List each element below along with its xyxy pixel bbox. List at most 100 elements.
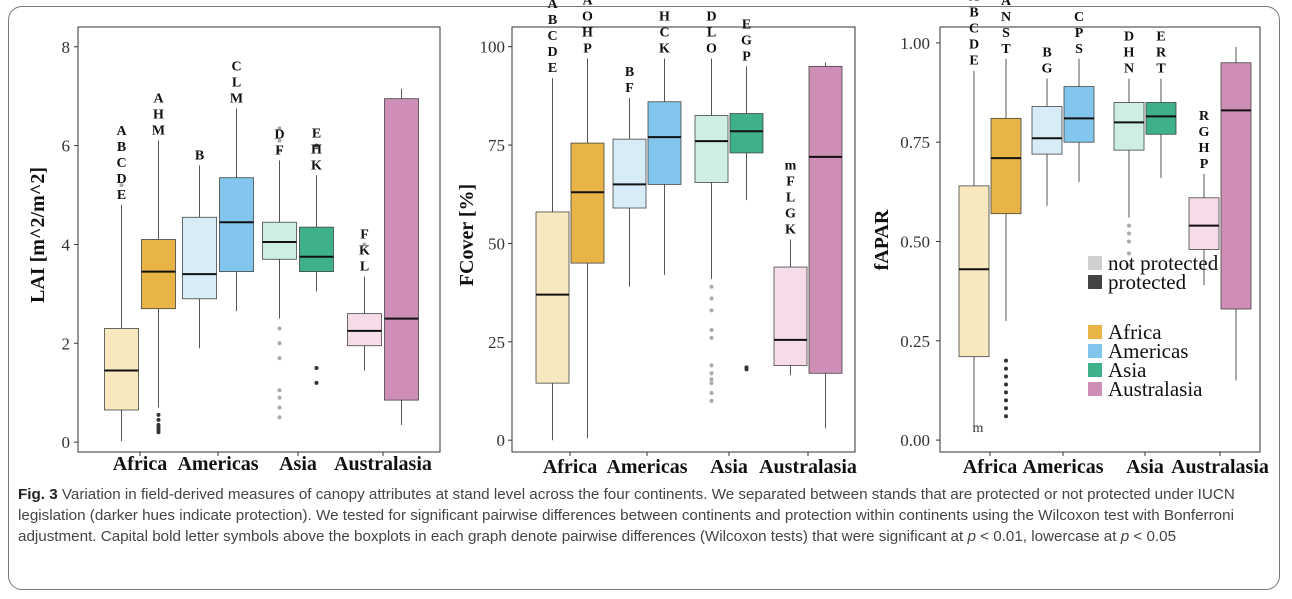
- y-axis-label: fAPAR: [871, 209, 893, 270]
- box-body: [262, 221, 297, 260]
- outlier-point: [314, 380, 319, 385]
- significance-letter: E: [742, 17, 751, 32]
- outlier-point: [709, 390, 714, 395]
- significance-letter: K: [659, 41, 670, 56]
- significance-letter: T: [1156, 62, 1166, 77]
- box-body: [141, 239, 176, 310]
- box-body: [1113, 102, 1145, 151]
- box-body: [612, 138, 647, 209]
- outlier-point: [709, 308, 714, 313]
- box-asia-protected: ERT: [1145, 30, 1177, 178]
- box-americas-protected: CPS: [1063, 10, 1095, 182]
- legend-swatch: [1088, 325, 1102, 339]
- outlier-point: [156, 422, 161, 427]
- significance-letter: H: [582, 25, 593, 40]
- outlier-point: [277, 388, 282, 393]
- x-tick-label: Africa: [543, 456, 597, 478]
- x-tick-label: Australasia: [334, 453, 432, 475]
- x-tick-label: Asia: [279, 453, 317, 475]
- outlier-point: [1127, 263, 1131, 268]
- box-body: [1063, 86, 1095, 143]
- legend-label: Australasia: [1108, 377, 1203, 401]
- y-axis-label: FCover [%]: [456, 184, 478, 286]
- significance-letter: K: [311, 158, 322, 173]
- box-americas-protected: HCK: [647, 9, 682, 275]
- box-americas-not-protected: B: [182, 148, 217, 349]
- significance-letter: G: [785, 207, 796, 222]
- y-tick-label: 2: [62, 334, 71, 353]
- caption-text-1: Variation in field-derived measures of c…: [18, 486, 1235, 545]
- box-body: [958, 185, 990, 358]
- legend-swatch: [1088, 344, 1102, 358]
- significance-letter: C: [547, 29, 557, 44]
- box-body: [384, 98, 419, 401]
- box-body: [1188, 197, 1220, 250]
- significance-letter: S: [1075, 42, 1083, 57]
- significance-letter: H: [311, 142, 322, 157]
- significance-letter: B: [548, 13, 557, 28]
- box-asia-not-protected: DF: [262, 126, 297, 420]
- outlier-point: [277, 126, 282, 131]
- outlier-point: [709, 381, 714, 386]
- y-tick-label: 0: [497, 431, 506, 450]
- significance-letter: S: [1002, 26, 1010, 41]
- outlier-point: [709, 398, 714, 403]
- y-tick-label: 0.25: [900, 332, 930, 351]
- annotation-letter: m: [973, 421, 984, 436]
- significance-letter: G: [741, 33, 752, 48]
- outlier-point: [1127, 251, 1131, 256]
- significance-letter: L: [232, 76, 241, 91]
- significance-letter: D: [1124, 30, 1134, 45]
- y-tick-label: 6: [62, 137, 71, 156]
- significance-letter: B: [195, 148, 204, 163]
- y-tick-label: 0.50: [900, 232, 930, 251]
- x-tick-label: Australasia: [1171, 456, 1269, 478]
- box-body: [347, 313, 382, 347]
- outlier-point: [277, 405, 282, 410]
- figure-caption: Fig. 3 Variation in field-derived measur…: [18, 484, 1268, 547]
- significance-letter: O: [582, 9, 593, 24]
- outlier-point: [709, 335, 714, 340]
- legend-swatch: [1088, 382, 1102, 396]
- box-asia-protected: EHK: [299, 126, 334, 385]
- significance-letter: F: [625, 81, 634, 96]
- outlier-point: [314, 143, 319, 148]
- outlier-point: [744, 365, 749, 370]
- significance-letter: C: [1074, 10, 1084, 25]
- significance-letter: M: [230, 92, 243, 107]
- outlier-point: [709, 328, 714, 333]
- y-axis-label: LAI [m^2/m^2]: [27, 167, 49, 303]
- legend-label: Asia: [1108, 358, 1147, 382]
- outlier-point: [1004, 414, 1008, 419]
- outlier-point: [156, 412, 161, 417]
- x-tick-label: Africa: [963, 456, 1017, 478]
- significance-letter: A: [582, 0, 593, 8]
- legend-label: protected: [1108, 270, 1187, 294]
- significance-letter: G: [1199, 125, 1210, 140]
- box-asia-protected: EGP: [729, 17, 764, 372]
- box-australasia-protected: [384, 88, 419, 425]
- significance-letter: P: [742, 49, 751, 64]
- significance-letter: N: [1124, 62, 1134, 77]
- box-body: [1220, 62, 1252, 310]
- outlier-point: [1004, 390, 1008, 395]
- box-australasia-protected: [1220, 46, 1252, 381]
- box-body: [570, 142, 605, 264]
- box-body: [694, 115, 729, 183]
- box-body: [729, 113, 764, 154]
- significance-letter: F: [360, 228, 369, 243]
- significance-letter: C: [116, 156, 126, 171]
- box-body: [1145, 102, 1177, 135]
- box-body: [808, 65, 843, 374]
- x-tick-label: Asia: [710, 456, 748, 478]
- significance-letter: L: [786, 191, 795, 206]
- significance-letter: C: [969, 22, 979, 37]
- y-tick-label: 50: [488, 234, 505, 253]
- x-tick-label: Africa: [113, 453, 167, 475]
- legend-label: Africa: [1108, 320, 1162, 344]
